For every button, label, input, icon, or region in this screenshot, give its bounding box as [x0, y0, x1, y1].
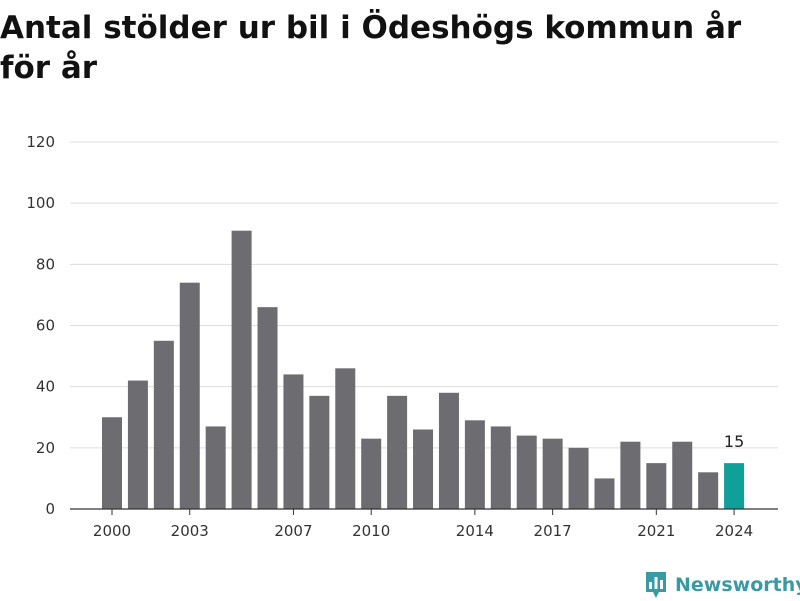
y-tick-label: 100: [26, 194, 55, 212]
bar: [698, 472, 719, 509]
x-tick-label: 2014: [456, 522, 494, 540]
bar: [309, 395, 330, 509]
bar: [231, 230, 252, 510]
gridlines: [70, 141, 778, 449]
bar: [516, 435, 537, 509]
bar: [387, 395, 408, 509]
bars: [102, 230, 745, 510]
x-tick-label: 2007: [274, 522, 312, 540]
bar: [361, 438, 382, 509]
y-tick-label: 80: [36, 255, 55, 273]
bar: [646, 463, 667, 509]
bar: [153, 340, 174, 509]
bar: [672, 441, 693, 509]
chart-title: Antal stölder ur bil i Ödeshögs kommun å…: [0, 10, 742, 86]
bar: [620, 441, 641, 509]
x-tick-label: 2000: [93, 522, 131, 540]
x-tick-label: 2017: [534, 522, 572, 540]
bar: [413, 429, 434, 509]
bar-highlight: [724, 463, 745, 509]
y-tick-label: 40: [36, 378, 55, 396]
bar: [490, 426, 511, 509]
bar: [127, 380, 148, 509]
bar: [438, 392, 459, 509]
bar: [205, 426, 226, 509]
bar-chart-logo-icon: [646, 572, 666, 598]
bar: [257, 307, 278, 509]
bar: [542, 438, 563, 509]
x-tick-label: 2010: [352, 522, 390, 540]
bar: [594, 478, 615, 509]
bar: [464, 420, 485, 509]
bar: [283, 374, 304, 509]
y-axis-ticks: 0 20 40 60 80 100 120: [26, 133, 55, 518]
bar: [179, 282, 200, 509]
y-tick-label: 120: [26, 133, 55, 151]
y-tick-label: 0: [45, 500, 55, 518]
y-tick-label: 20: [36, 439, 55, 457]
newsworthy-brand[interactable]: Newsworthy: [644, 569, 800, 601]
x-tick-label: 2024: [715, 522, 753, 540]
data-labels: 15: [724, 432, 744, 451]
y-tick-label: 60: [36, 317, 55, 335]
bar: [568, 447, 589, 509]
brand-name: Newsworthy: [675, 574, 800, 596]
highlight-value-label: 15: [724, 432, 744, 451]
bar: [102, 417, 122, 509]
x-axis-ticks: 2000 2003 2007 2010 2014 2017 2021 2024: [93, 509, 753, 540]
x-tick-label: 2021: [637, 522, 675, 540]
x-tick-label: 2003: [171, 522, 209, 540]
bar: [335, 368, 356, 509]
